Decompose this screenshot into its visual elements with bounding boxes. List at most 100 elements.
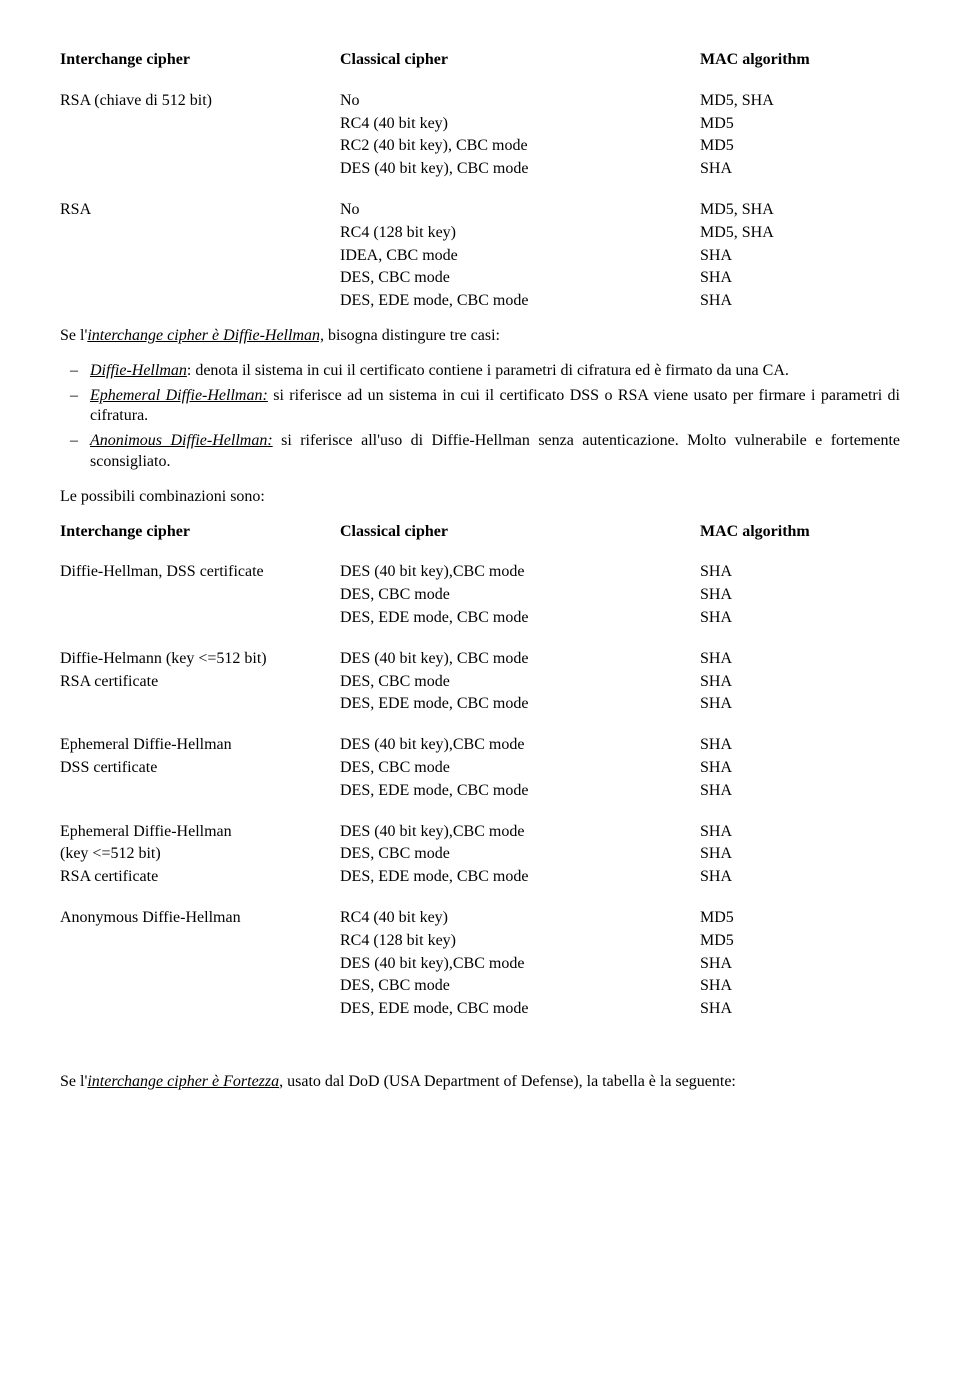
table-row: Diffie-Helmann (key <=512 bit) DES (40 b… [60,649,900,670]
classical-cipher: DES, EDE mode, CBC mode [340,694,700,715]
interchange-label: Diffie-Hellman, DSS certificate [60,562,340,583]
text-italic-underline: interchange cipher è Fortezza [87,1073,279,1090]
header-col2: Classical cipher [340,50,700,71]
mac-algorithm: SHA [700,735,900,756]
classical-cipher: DES, CBC mode [340,268,700,289]
classical-cipher: RC4 (40 bit key) [340,114,700,135]
list-item: Ephemeral Diffie-Hellman: si riferisce a… [90,386,900,428]
mac-algorithm: SHA [700,844,900,865]
table2-header: Interchange cipher Classical cipher MAC … [60,522,900,543]
classical-cipher: DES, EDE mode, CBC mode [340,608,700,629]
classical-cipher: DES (40 bit key),CBC mode [340,954,700,975]
interchange-label: Anonymous Diffie-Hellman [60,908,340,929]
mac-algorithm: SHA [700,822,900,843]
interchange-label: Diffie-Helmann (key <=512 bit) [60,649,340,670]
table-row: DES, EDE mode, CBC mode SHA [60,608,900,629]
text: , usato dal DoD (USA Department of Defen… [279,1073,736,1090]
interchange-label: DSS certificate [60,758,340,779]
paragraph: Se l'interchange cipher è Diffie-Hellman… [60,326,900,347]
table-row: DES (40 bit key), CBC mode SHA [60,159,900,180]
classical-cipher: DES, CBC mode [340,672,700,693]
table-row: (key <=512 bit) DES, CBC mode SHA [60,844,900,865]
list-item: Diffie-Hellman: denota il sistema in cui… [90,361,900,382]
mac-algorithm: SHA [700,649,900,670]
table-row: DES, EDE mode, CBC mode SHA [60,291,900,312]
mac-algorithm: SHA [700,867,900,888]
mac-algorithm: SHA [700,159,900,180]
classical-cipher: DES, EDE mode, CBC mode [340,999,700,1020]
mac-algorithm: SHA [700,672,900,693]
header-col3: MAC algorithm [700,522,900,543]
mac-algorithm: SHA [700,246,900,267]
classical-cipher: DES, CBC mode [340,585,700,606]
interchange-label: RSA (chiave di 512 bit) [60,91,340,112]
table-row: RC4 (128 bit key) MD5 [60,931,900,952]
bullet-lead: Diffie-Hellman [90,362,187,379]
classical-cipher: DES, CBC mode [340,758,700,779]
table-row: Ephemeral Diffie-Hellman DES (40 bit key… [60,735,900,756]
mac-algorithm: SHA [700,585,900,606]
mac-algorithm: SHA [700,954,900,975]
classical-cipher: DES, CBC mode [340,976,700,997]
table-row: DES, EDE mode, CBC mode SHA [60,694,900,715]
table-row: RSA No MD5, SHA [60,200,900,221]
text: Se l' [60,327,87,344]
mac-algorithm: MD5, SHA [700,223,900,244]
table-row: DES, CBC mode SHA [60,976,900,997]
classical-cipher: DES (40 bit key),CBC mode [340,822,700,843]
interchange-label: Ephemeral Diffie-Hellman [60,735,340,756]
header-col2: Classical cipher [340,522,700,543]
table-row: RC4 (40 bit key) MD5 [60,114,900,135]
mac-algorithm: SHA [700,291,900,312]
classical-cipher: RC2 (40 bit key), CBC mode [340,136,700,157]
mac-algorithm: SHA [700,781,900,802]
table-row: RSA certificate DES, CBC mode SHA [60,672,900,693]
classical-cipher: RC4 (128 bit key) [340,223,700,244]
mac-algorithm: MD5 [700,908,900,929]
interchange-label: RSA [60,200,340,221]
table-row: RSA (chiave di 512 bit) No MD5, SHA [60,91,900,112]
classical-cipher: DES, CBC mode [340,844,700,865]
table-row: DES, CBC mode SHA [60,268,900,289]
mac-algorithm: SHA [700,268,900,289]
interchange-label: RSA certificate [60,867,340,888]
header-col3: MAC algorithm [700,50,900,71]
table1-header: Interchange cipher Classical cipher MAC … [60,50,900,71]
table-row: Diffie-Hellman, DSS certificate DES (40 … [60,562,900,583]
mac-algorithm: MD5 [700,931,900,952]
classical-cipher: No [340,91,700,112]
table-row: DSS certificate DES, CBC mode SHA [60,758,900,779]
table-row: IDEA, CBC mode SHA [60,246,900,267]
paragraph: Se l'interchange cipher è Fortezza, usat… [60,1072,900,1093]
paragraph: Le possibili combinazioni sono: [60,487,900,508]
interchange-label: Ephemeral Diffie-Hellman [60,822,340,843]
classical-cipher: DES, EDE mode, CBC mode [340,867,700,888]
text: bisogna distingure tre casi: [324,327,500,344]
text-italic-underline: interchange cipher è Diffie-Hellman, [87,327,324,344]
classical-cipher: DES (40 bit key), CBC mode [340,649,700,670]
table-row: Ephemeral Diffie-Hellman DES (40 bit key… [60,822,900,843]
header-col1: Interchange cipher [60,522,340,543]
header-col1: Interchange cipher [60,50,340,71]
mac-algorithm: MD5, SHA [700,91,900,112]
mac-algorithm: SHA [700,562,900,583]
mac-algorithm: MD5, SHA [700,200,900,221]
classical-cipher: No [340,200,700,221]
classical-cipher: DES (40 bit key),CBC mode [340,735,700,756]
classical-cipher: DES, EDE mode, CBC mode [340,291,700,312]
mac-algorithm: SHA [700,999,900,1020]
classical-cipher: DES (40 bit key), CBC mode [340,159,700,180]
table-row: DES, CBC mode SHA [60,585,900,606]
mac-algorithm: MD5 [700,136,900,157]
table-row: Anonymous Diffie-Hellman RC4 (40 bit key… [60,908,900,929]
mac-algorithm: SHA [700,976,900,997]
table-row: RC2 (40 bit key), CBC mode MD5 [60,136,900,157]
mac-algorithm: SHA [700,608,900,629]
text: Se l' [60,1073,87,1090]
table-row: RSA certificate DES, EDE mode, CBC mode … [60,867,900,888]
interchange-label: (key <=512 bit) [60,844,340,865]
bullet-list: Diffie-Hellman: denota il sistema in cui… [60,361,900,473]
list-item: Anonimous Diffie-Hellman: si riferisce a… [90,431,900,473]
bullet-lead: Anonimous Diffie-Hellman: [90,432,273,449]
table-row: DES (40 bit key),CBC mode SHA [60,954,900,975]
